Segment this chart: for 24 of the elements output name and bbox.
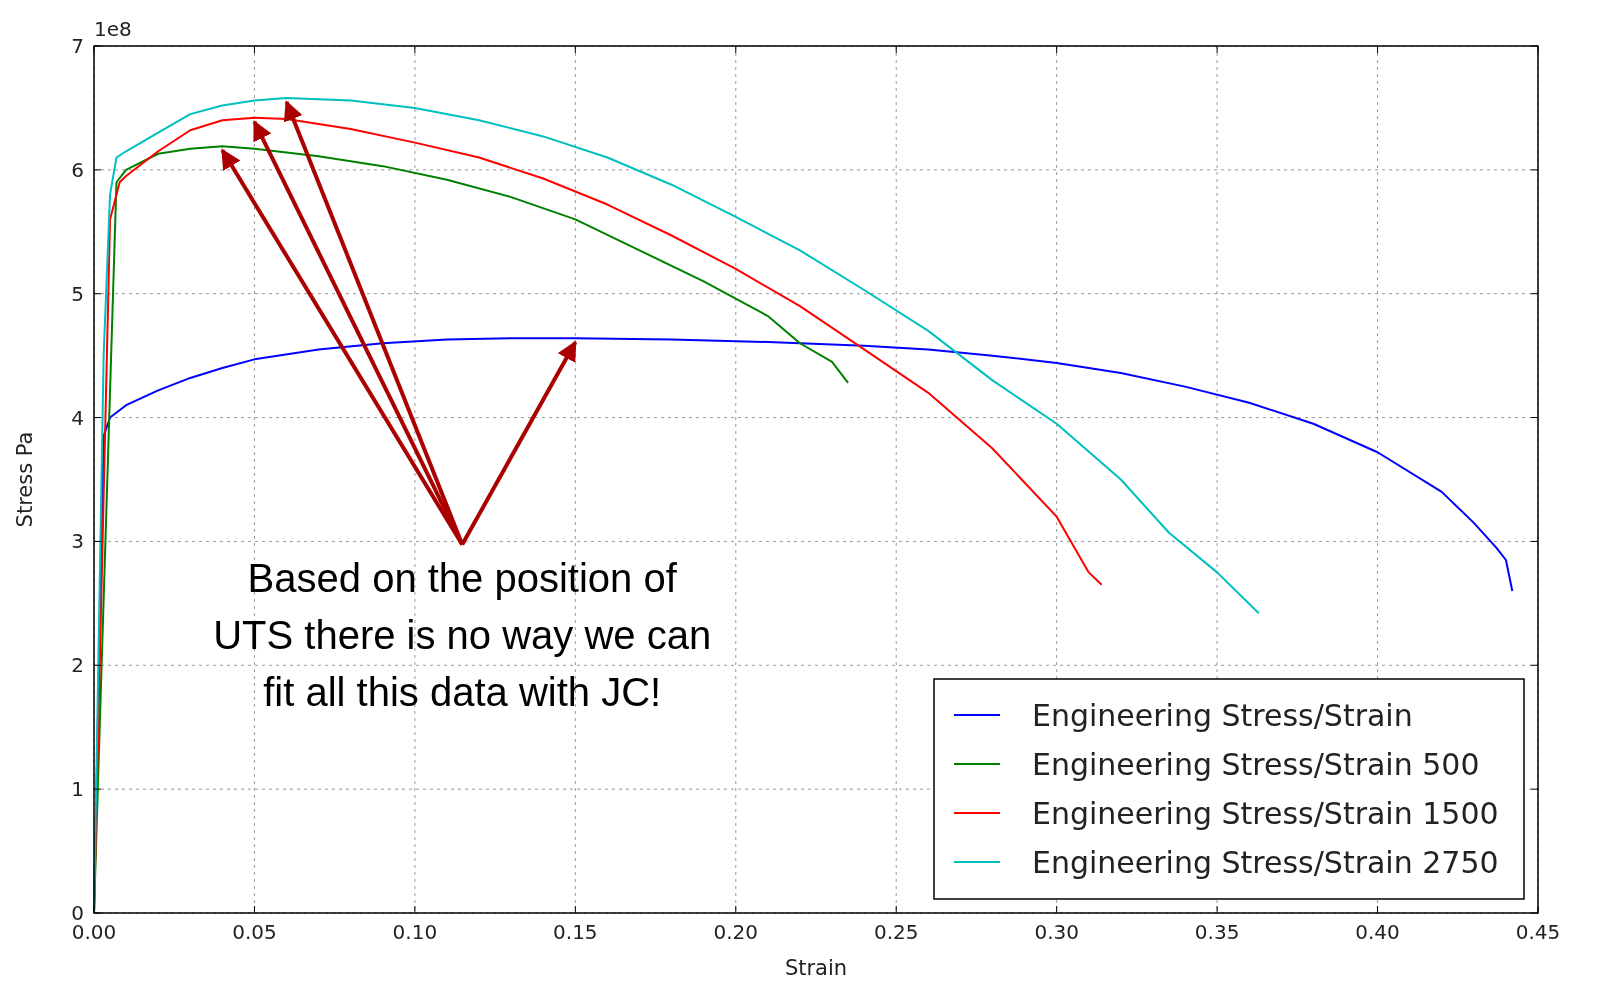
x-tick-label: 0.10 [392, 920, 438, 944]
x-tick-label: 0.45 [1515, 920, 1561, 944]
y-tick-label: 4 [71, 405, 84, 430]
x-axis-title: Strain [784, 956, 848, 980]
y-tick-label: 7 [71, 34, 84, 58]
y-tick-label: 1 [71, 777, 84, 802]
y-axis-title: Stress Pa [13, 431, 37, 528]
x-tick-label: 0.20 [713, 920, 759, 944]
x-tick-label: 0.40 [1355, 920, 1400, 944]
annotation: Based on the position of UTS there is no way we can fit all this data with JC! [213, 556, 712, 715]
legend-label: Engineering Stress/Strain 1500 [1032, 795, 1499, 831]
legend-label: Engineering Stress/Strain 500 [1032, 746, 1480, 782]
x-tick-label: 0.35 [1194, 920, 1240, 944]
x-tick-label: 0.25 [873, 920, 919, 944]
x-tick-label: 0.05 [232, 920, 277, 944]
y-tick-label: 3 [71, 529, 84, 554]
text: 1e8 [94, 17, 132, 41]
legend-label: Engineering Stress/Strain [1032, 697, 1413, 733]
legend-label: Engineering Stress/Strain 2750 [1032, 844, 1499, 880]
x-tick-label: 0.15 [553, 920, 598, 944]
y-tick-label: 2 [71, 653, 84, 678]
y-tick-label: 5 [71, 281, 84, 306]
y-tick-label: 6 [71, 157, 84, 182]
x-tick-label: 0.30 [1034, 920, 1079, 944]
